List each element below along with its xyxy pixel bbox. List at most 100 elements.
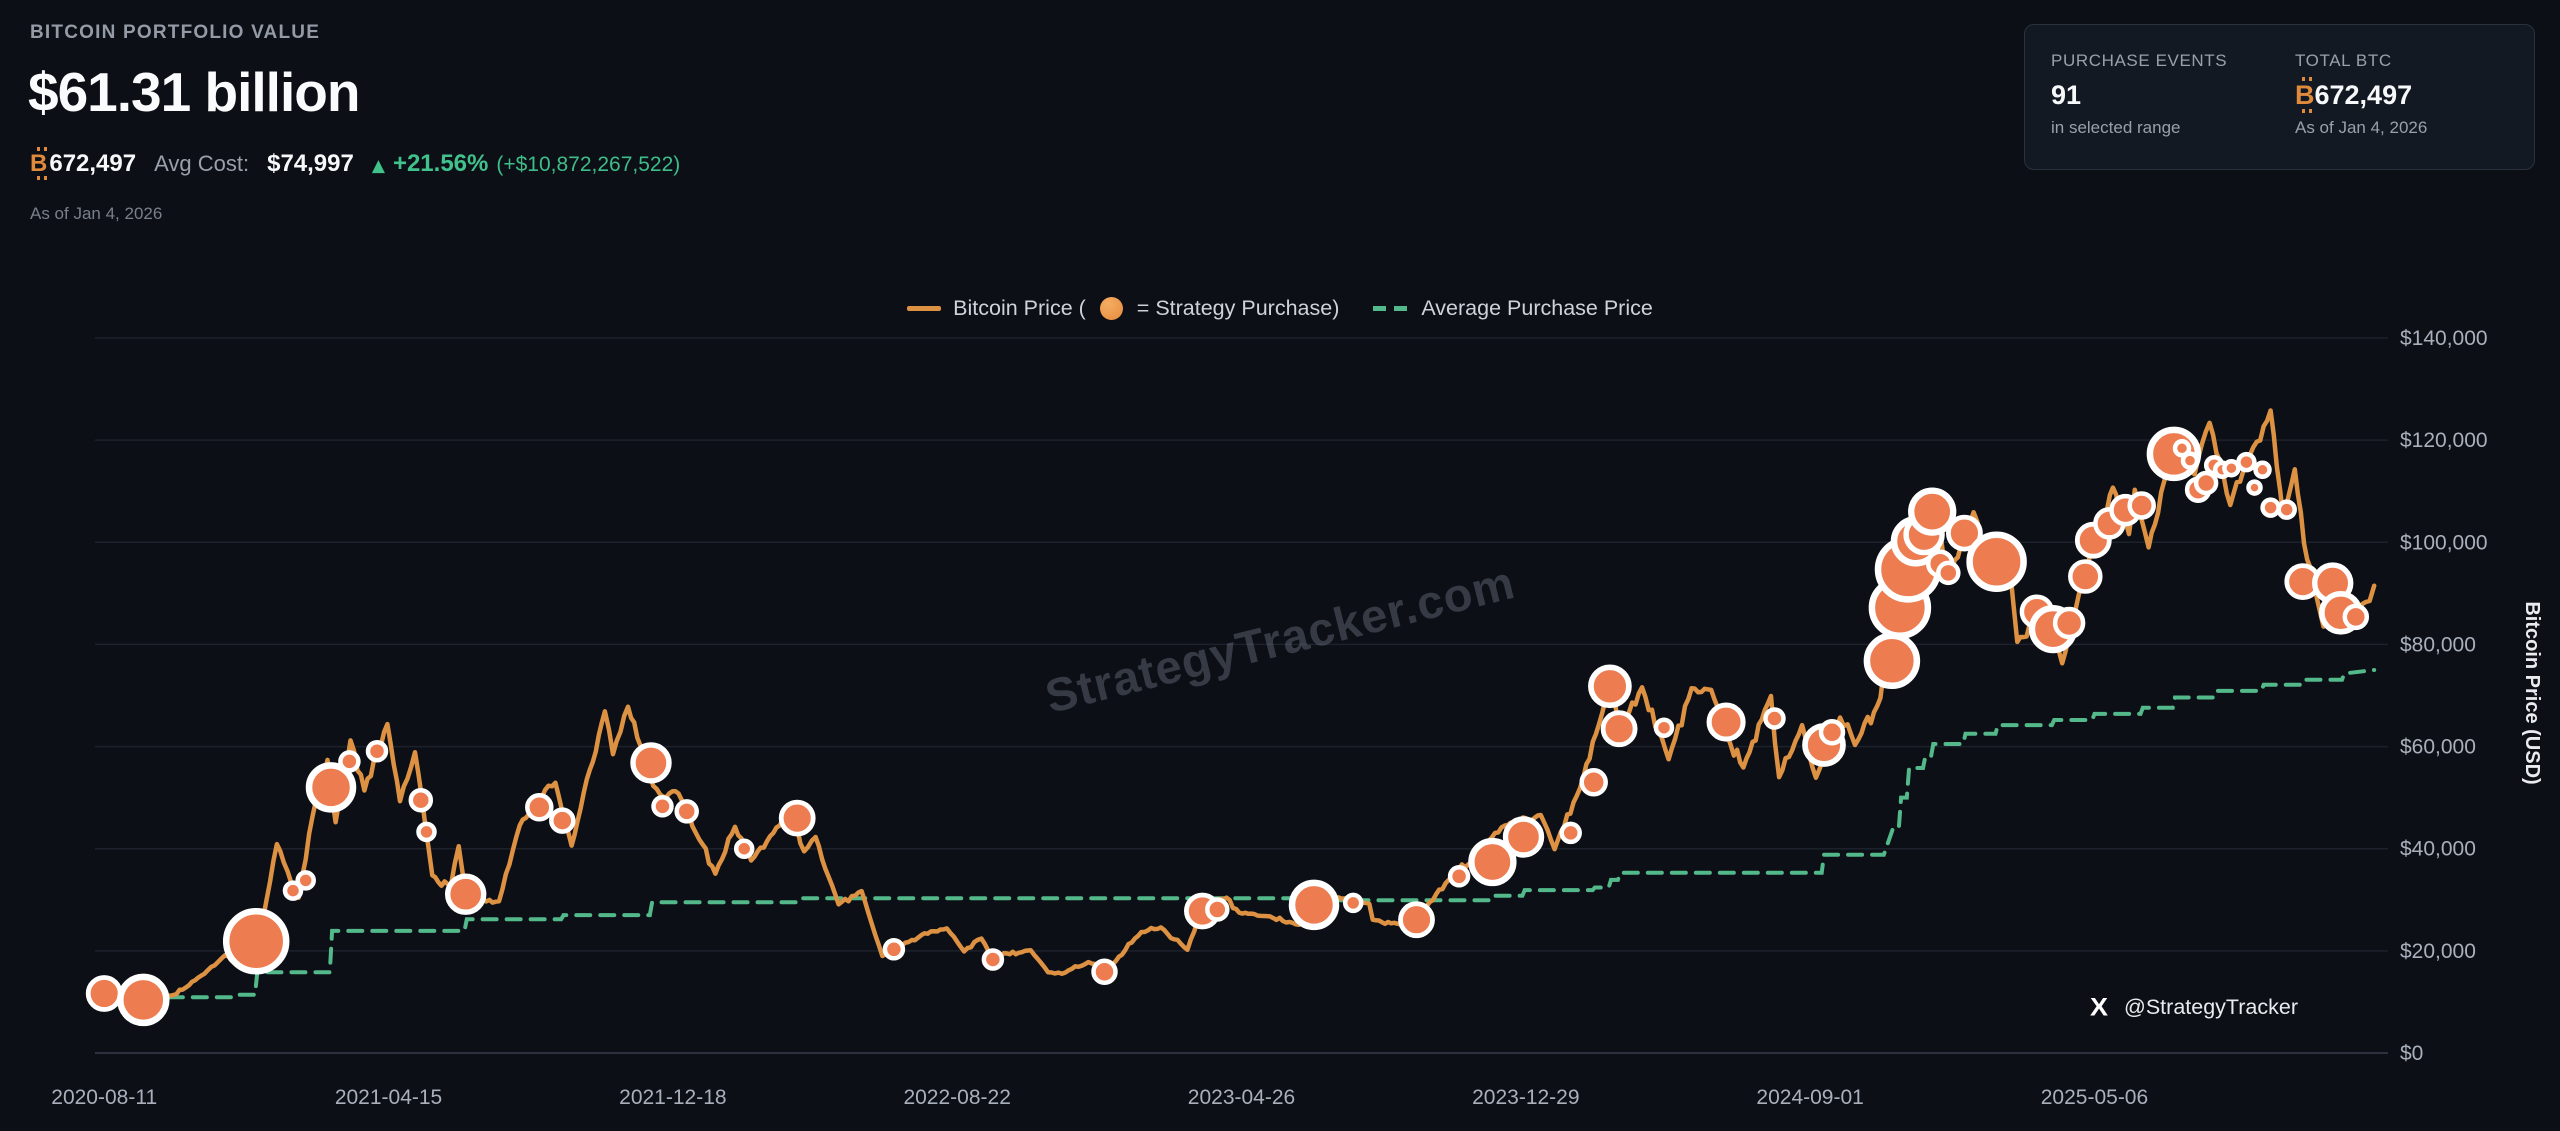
price-line-swatch-icon [907,306,942,311]
purchase-bubble[interactable] [2253,460,2272,480]
purchase-bubble[interactable] [778,799,816,837]
purchase-bubble[interactable] [1468,837,1517,887]
purchase-events-label: PURCHASE EVENTS [2051,51,2228,70]
purchase-bubble[interactable] [1936,560,1961,586]
purchase-bubble[interactable] [882,938,906,961]
purchase-bubble[interactable] [2342,603,2370,631]
page-title-eyebrow: BITCOIN PORTFOLIO VALUE [30,22,321,43]
btc-holdings-value: 672,497 [49,150,137,177]
y-tick-label: $100,000 [2400,531,2488,554]
average-line-swatch-icon [1373,306,1410,311]
purchase-dot-icon [1099,297,1123,320]
purchase-bubble[interactable] [1205,897,1230,922]
purchase-bubble[interactable] [1653,717,1675,738]
purchase-bubble[interactable] [1706,702,1746,742]
stats-row: B 672,497 Avg Cost: $74,997 ▲ +21.56% (+… [30,147,680,180]
purchase-bubble[interactable] [1091,958,1118,986]
purchase-bubble[interactable] [445,873,487,915]
legend-price-prefix: Bitcoin Price ( [953,296,1086,320]
bitcoin-symbol-icon: B [2295,77,2315,113]
purchase-bubble[interactable] [1908,487,1957,536]
as-of-date: As of Jan 4, 2026 [30,204,163,223]
summary-panel: PURCHASE EVENTS 91 in selected range TOT… [2024,24,2535,170]
change-absolute: (+$10,872,267,522) [496,153,681,176]
purchase-events-sub: in selected range [2051,118,2181,137]
purchase-bubble[interactable] [222,907,290,975]
purchase-bubble[interactable] [525,793,554,822]
purchase-events-block: PURCHASE EVENTS 91 in selected range [2051,51,2295,169]
purchase-bubble[interactable] [1559,821,1582,845]
purchase-bubble[interactable] [674,799,699,824]
twitter-handle[interactable]: @StrategyTracker [2124,995,2298,1019]
twitter-credit[interactable]: X @StrategyTracker [2090,992,2298,1023]
avg-cost-value: $74,997 [267,150,354,177]
x-tick-label: 2022-08-22 [903,1086,1010,1109]
total-btc-block: TOTAL BTC B672,497 As of Jan 4, 2026 [2295,51,2427,169]
y-axis-title: Bitcoin Price (USD) [2521,601,2543,784]
purchase-bubble[interactable] [1863,632,1921,690]
y-tick-label: $140,000 [2400,327,2488,350]
purchase-bubble[interactable] [2236,451,2257,473]
portfolio-value: $61.31 billion [28,61,360,123]
purchase-bubble[interactable] [2180,451,2200,470]
purchase-bubble[interactable] [305,762,357,813]
total-btc-label: TOTAL BTC [2295,51,2392,70]
purchase-bubble[interactable] [1342,892,1364,914]
bitcoin-symbol-icon: B [30,147,48,180]
y-tick-label: $40,000 [2400,838,2476,861]
x-tick-label: 2021-12-18 [619,1086,726,1109]
purchase-bubble[interactable] [1288,879,1340,931]
purchase-bubble[interactable] [1502,816,1545,858]
purchase-bubble[interactable] [365,739,389,763]
purchase-bubble[interactable] [2172,439,2192,458]
purchase-events-value: 91 [2051,80,2082,110]
purchase-bubble[interactable] [416,821,437,843]
purchase-bubble[interactable] [733,838,755,859]
purchase-bubble[interactable] [2068,559,2103,594]
purchase-bubble[interactable] [2246,479,2263,496]
purchase-bubble[interactable] [117,973,170,1027]
x-logo-icon: X [2090,993,2109,1021]
y-tick-label: $60,000 [2400,736,2476,759]
up-triangle-icon: ▲ [371,156,385,176]
x-tick-label: 2025-05-06 [2041,1086,2148,1109]
chart-legend: Bitcoin Price ( = Strategy Purchase) Ave… [0,296,2560,321]
purchase-bubble[interactable] [2052,606,2086,640]
purchase-bubble[interactable] [1398,901,1435,939]
total-btc-value: B672,497 [2295,77,2413,113]
purchase-bubble[interactable] [1600,710,1638,748]
bitcoin-price-line [92,408,2377,1004]
purchase-bubble[interactable] [2260,497,2281,518]
legend-price-suffix: = Strategy Purchase) [1136,296,1340,320]
y-tick-label: $20,000 [2400,940,2476,963]
purchase-bubble[interactable] [2193,470,2219,496]
purchase-bubble[interactable] [1447,865,1471,888]
change-group: ▲ +21.56% (+$10,872,267,522) [372,150,680,178]
purchase-bubble[interactable] [1763,707,1786,730]
purchase-bubble[interactable] [1588,664,1632,709]
purchase-bubble[interactable] [295,870,316,891]
purchase-bubble[interactable] [981,948,1005,971]
watermark: StrategyTracker.com [1040,555,1520,723]
purchase-bubble[interactable] [651,795,674,818]
btc-holdings: B 672,497 [30,147,137,180]
purchase-bubble[interactable] [338,750,361,773]
purchase-bubble[interactable] [408,787,434,813]
purchase-bubble[interactable] [85,975,123,1012]
y-tick-label: $80,000 [2400,633,2476,656]
purchase-bubble[interactable] [1946,514,1983,552]
purchase-bubble[interactable] [1818,719,1846,746]
purchase-bubble[interactable] [1579,768,1608,797]
y-tick-label: $0 [2400,1042,2423,1065]
purchase-bubble[interactable] [282,880,304,901]
avg-cost-label: Avg Cost: [154,151,250,176]
x-tick-label: 2021-04-15 [335,1086,442,1109]
purchase-bubble[interactable] [2127,491,2156,520]
purchase-bubble[interactable] [2276,499,2297,520]
purchase-bubble[interactable] [1966,531,2027,592]
x-tick-label: 2023-12-29 [1472,1086,1579,1109]
purchase-bubble[interactable] [549,807,576,834]
purchase-bubble[interactable] [630,742,672,784]
